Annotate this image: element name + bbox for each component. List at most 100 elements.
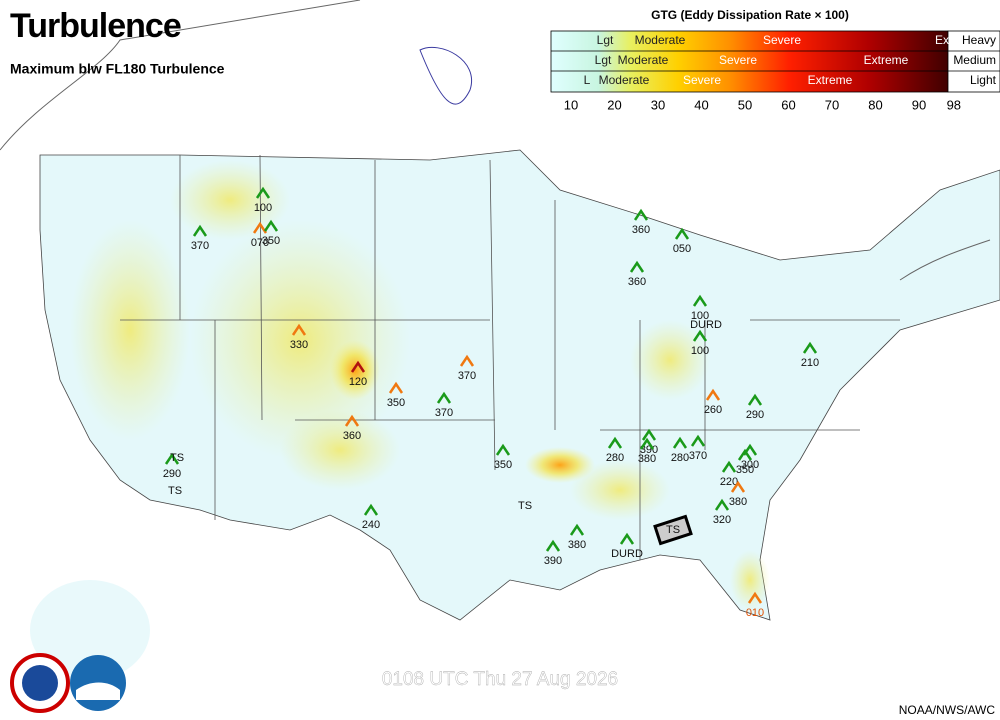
pirep-label: 300 <box>741 459 759 471</box>
pirep-icon <box>633 208 649 221</box>
pirep-label: 070 <box>251 237 269 249</box>
noaa-logo-gull <box>76 682 120 700</box>
pirep-label: 280 <box>671 452 689 464</box>
pirep-label: 370 <box>435 407 453 419</box>
pirep-label: 360 <box>628 276 646 288</box>
pirep-icon <box>263 219 279 232</box>
legend-category: Heavy <box>962 33 996 47</box>
pirep-label: 390 <box>544 555 562 567</box>
pirep-label: 370 <box>458 370 476 382</box>
pirep-label: 350 <box>736 464 754 476</box>
pirep-label: TS <box>170 452 184 464</box>
legend-tick: 10 <box>564 97 578 112</box>
pirep-label: 280 <box>606 452 624 464</box>
pirep-icon <box>164 452 180 465</box>
pirep-label: 380 <box>638 453 656 465</box>
legend-label: Extreme <box>808 73 853 87</box>
legend-label: Moderate <box>618 53 669 67</box>
pirep-icon <box>629 260 645 273</box>
legend-tick: 80 <box>868 97 882 112</box>
pirep-label: 390 <box>640 444 658 456</box>
pirep-label: 380 <box>568 539 586 551</box>
pirep-icon <box>192 224 208 237</box>
legend-tick: 20 <box>607 97 621 112</box>
pirep-label: 100 <box>691 310 709 322</box>
pirep-icon <box>737 448 753 461</box>
legend-category: Light <box>970 73 997 87</box>
pirep-icon <box>350 360 366 373</box>
basemap <box>0 0 1000 680</box>
legend-tick: 30 <box>651 97 665 112</box>
pirep-label: 290 <box>163 468 181 480</box>
pirep-icon <box>388 381 404 394</box>
legend-scale <box>550 30 949 93</box>
legend: GTG (Eddy Dissipation Rate × 100) Lgt Mod… <box>500 2 1000 118</box>
title: Turbulence <box>10 7 181 45</box>
legend-label: Extreme <box>864 53 909 67</box>
pirep-label: 260 <box>704 404 722 416</box>
timestamp: 0108 UTC Thu 27 Aug 2026 <box>382 669 618 690</box>
legend-label: L <box>584 73 591 87</box>
legend-label: Moderate <box>635 33 686 47</box>
legend-tick: 98 <box>947 97 961 112</box>
pirep-label: 330 <box>290 339 308 351</box>
pirep-label: 100 <box>691 345 709 357</box>
pirep-icon <box>692 329 708 342</box>
legend-category: Medium <box>953 53 996 67</box>
pirep-icon <box>721 460 737 473</box>
pirep-label: 050 <box>673 243 691 255</box>
legend-tick: 40 <box>694 97 708 112</box>
pirep-label: 350 <box>494 459 512 471</box>
pirep-icon <box>747 393 763 406</box>
pirep-label: 100 <box>254 202 272 214</box>
pirep-label: 380 <box>729 496 747 508</box>
pirep-label: TS <box>666 524 680 536</box>
legend-tick: 60 <box>781 97 795 112</box>
pirep-icon <box>569 523 585 536</box>
pirep-label: 320 <box>713 514 731 526</box>
ts-box <box>653 514 693 546</box>
legend-label: Severe <box>719 53 757 67</box>
legend-title: GTG (Eddy Dissipation Rate × 100) <box>651 8 849 22</box>
pirep-icon <box>672 436 688 449</box>
legend-tick: 90 <box>912 97 926 112</box>
pirep-icon <box>252 221 268 234</box>
pirep-icon <box>436 391 452 404</box>
pirep-icon <box>291 323 307 336</box>
legend-tick: 50 <box>738 97 752 112</box>
pirep-icon <box>639 437 655 450</box>
pirep-label: 360 <box>632 224 650 236</box>
pirep-icon <box>674 227 690 240</box>
pirep-icon <box>802 341 818 354</box>
pirep-icon <box>641 428 657 441</box>
pirep-icon <box>255 186 271 199</box>
pirep-label: 350 <box>262 235 280 247</box>
pirep-icon <box>459 354 475 367</box>
legend-label: Severe <box>683 73 721 87</box>
credit: NOAA/NWS/AWC <box>899 703 996 717</box>
legend-label: Severe <box>763 33 801 47</box>
pirep-label: 350 <box>387 397 405 409</box>
pirep-label: 370 <box>689 450 707 462</box>
legend-tick: 70 <box>825 97 839 112</box>
pirep-icon <box>747 591 763 604</box>
legend-label: Ex <box>935 33 949 47</box>
legend-label: Moderate <box>599 73 650 87</box>
pirep-icon <box>714 498 730 511</box>
pirep-label: DURD <box>611 548 643 560</box>
pirep-icon <box>607 436 623 449</box>
pirep-icon <box>690 434 706 447</box>
pirep-label: 290 <box>746 409 764 421</box>
pirep-icon <box>344 414 360 427</box>
pirep-label: DURD <box>690 319 722 331</box>
legend-label: Lgt <box>595 53 612 67</box>
pirep-label: TS <box>518 500 532 512</box>
pirep-icon <box>495 443 511 456</box>
pirep-label: 010 <box>746 607 764 619</box>
pirep-label: 360 <box>343 430 361 442</box>
pirep-label: 240 <box>362 519 380 531</box>
pirep-icon <box>363 503 379 516</box>
pirep-label: TS <box>168 485 182 497</box>
legend-label: Lgt <box>597 33 614 47</box>
